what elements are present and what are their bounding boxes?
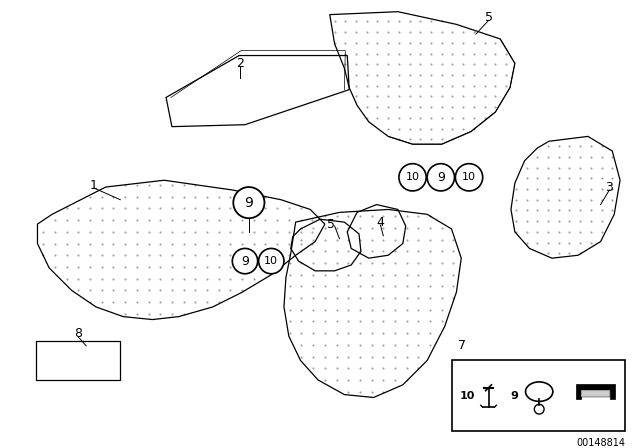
Text: 00148814: 00148814 xyxy=(576,439,625,448)
Text: 1: 1 xyxy=(90,179,98,192)
Text: 10: 10 xyxy=(460,391,475,401)
Polygon shape xyxy=(576,384,615,400)
Text: 5: 5 xyxy=(484,11,493,24)
Text: 2: 2 xyxy=(236,57,244,70)
Circle shape xyxy=(456,164,483,191)
Text: 10: 10 xyxy=(264,256,278,266)
Text: 5: 5 xyxy=(326,218,335,231)
Text: 9: 9 xyxy=(244,196,253,210)
Text: 10: 10 xyxy=(406,172,420,182)
Circle shape xyxy=(259,249,284,274)
Text: 3: 3 xyxy=(605,181,613,194)
Text: 10: 10 xyxy=(462,172,476,182)
Text: 9: 9 xyxy=(510,391,518,401)
Text: 8: 8 xyxy=(74,327,83,340)
Text: 4: 4 xyxy=(376,215,385,228)
Text: 9: 9 xyxy=(241,254,249,267)
Bar xyxy=(452,361,625,431)
Circle shape xyxy=(427,164,454,191)
Circle shape xyxy=(232,249,258,274)
Polygon shape xyxy=(581,390,611,397)
Text: 7: 7 xyxy=(458,339,466,353)
Circle shape xyxy=(399,164,426,191)
Text: 9: 9 xyxy=(437,171,445,184)
Circle shape xyxy=(234,187,264,218)
